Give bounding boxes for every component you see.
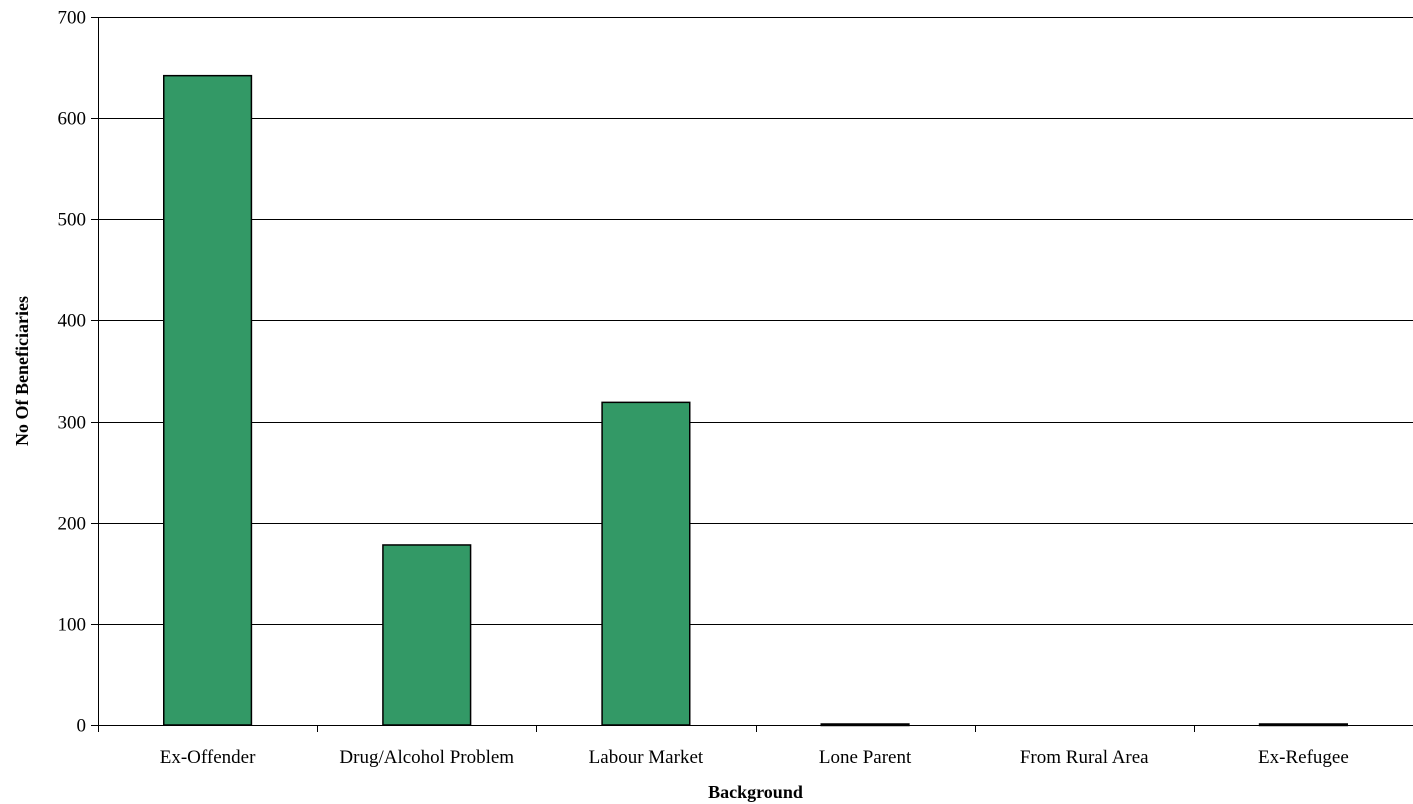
y-tick-label: 400	[58, 311, 87, 332]
y-tick-label: 200	[58, 514, 87, 535]
gridlines	[98, 17, 1413, 625]
axes	[98, 17, 1413, 726]
x-tick-label: Ex-Refugee	[1258, 747, 1349, 768]
y-tick-label: 300	[58, 413, 87, 434]
x-axis-title: Background	[708, 782, 803, 802]
bar-labour-market	[601, 401, 691, 726]
bar-drug-alcohol-problem	[382, 544, 472, 726]
x-tick-label: Drug/Alcohol Problem	[339, 747, 514, 768]
x-tick-label: Labour Market	[589, 747, 704, 768]
y-tick-label: 600	[58, 109, 87, 130]
y-tick-label: 500	[58, 210, 87, 231]
x-tick-label: Ex-Offender	[160, 747, 256, 768]
bars	[163, 74, 1349, 727]
x-tick-label: From Rural Area	[1020, 747, 1149, 768]
bar-ex-offender	[163, 74, 253, 726]
x-tick-labels: Ex-Offender Drug/Alcohol Problem Labour Ma…	[98, 725, 1349, 768]
y-tick-labels: 0 100 200 300 400 500 600 700	[58, 8, 98, 737]
y-axis-title: No Of Beneficiaries	[12, 296, 32, 446]
y-tick-label: 700	[58, 8, 87, 29]
y-tick-label: 0	[77, 716, 87, 737]
x-tick-label: Lone Parent	[819, 747, 912, 768]
y-tick-label: 100	[58, 615, 87, 636]
